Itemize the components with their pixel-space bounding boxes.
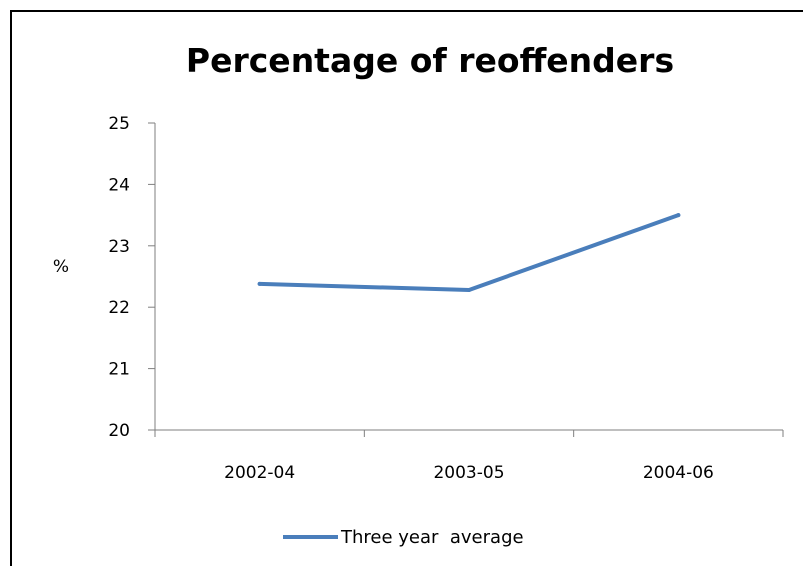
y-tick-label: 25 (108, 114, 130, 134)
y-tick-label: 24 (108, 175, 130, 195)
series-line (257, 213, 681, 293)
x-tick-label: 2003-05 (433, 463, 504, 483)
y-axis: 20 21 22 23 24 25 (108, 114, 156, 441)
legend-label: Three year average (340, 527, 524, 548)
x-tick-label: 2004-06 (643, 463, 714, 483)
chart-title: Percentage of reoffenders (186, 41, 674, 80)
x-tick-label: 2002-04 (224, 463, 295, 483)
series-layer (257, 213, 681, 293)
y-axis-label: % (53, 257, 69, 277)
y-tick-label: 20 (108, 421, 130, 441)
legend: Three year average (283, 527, 524, 548)
x-axis: 2002-04 2003-05 2004-06 (154, 429, 784, 483)
y-tick-label: 21 (108, 360, 130, 380)
y-tick-label: 22 (108, 298, 130, 318)
y-tick-label: 23 (108, 237, 130, 257)
data-point (676, 213, 681, 218)
data-point (467, 288, 471, 293)
data-point (257, 281, 262, 286)
